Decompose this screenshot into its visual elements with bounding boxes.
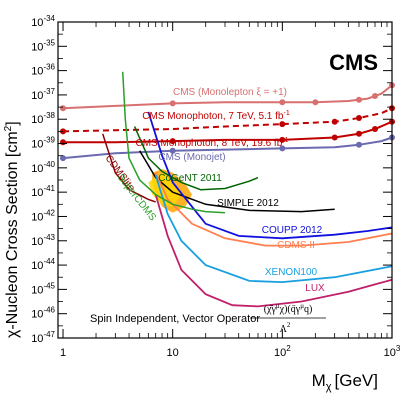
y-tick-label: 10-46 (31, 306, 55, 321)
cms-monophoton-8-tev-19-6-fb-marker (60, 139, 66, 146)
y-tick-label: 10-43 (31, 233, 55, 248)
cms-monolepton-1-marker (312, 99, 319, 106)
cms-monojet-marker (169, 147, 176, 154)
xenon100-label: XENON100 (265, 267, 318, 278)
operator-denominator: Λ2 (280, 321, 291, 335)
y-tick-label: 10-45 (31, 281, 55, 296)
x-axis-label: Mχ [GeV] (312, 371, 378, 393)
cms-monophoton-7-tev-5-1-fb-curve (62, 107, 393, 133)
cms-monolepton-1-marker (169, 100, 176, 107)
cms-monophoton-7-tev-5-1-fb-label: CMS Monophoton, 7 TeV, 5.1 fb-1 (142, 110, 290, 122)
x-tick-label: 102 (274, 344, 291, 359)
y-tick-label: 10-39 (31, 136, 55, 151)
y-tick-label: 10-36 (31, 63, 55, 78)
y-tick-label: 10-35 (31, 38, 55, 53)
cms-monophoton-7-tev-5-1-fb-marker (356, 115, 362, 121)
cms-monophoton-8-tev-19-6-fb-marker (169, 138, 176, 145)
cms-monophoton-7-tev-5-1-fb-marker (279, 121, 286, 128)
operator-numerator: (χ̄γμχ)(q̄γμq) (264, 302, 313, 315)
y-tick-label: 10-47 (31, 330, 55, 345)
operator-description: Spin Independent, Vector Operator (90, 313, 260, 325)
cms-monophoton-8-tev-19-6-fb-marker (279, 136, 286, 143)
x-tick-label: 10 (167, 347, 179, 359)
lux-label: LUX (305, 283, 325, 294)
cms-monolepton-1-marker (279, 99, 286, 106)
x-tick-label: 1 (60, 347, 66, 359)
cogent-2011-curve (133, 126, 259, 191)
coupp-2012-curve (147, 111, 393, 240)
simple-2012-label: SIMPLE 2012 (217, 198, 279, 209)
experiment-title: CMS (329, 50, 378, 75)
cms-monojet-marker (60, 155, 66, 162)
lux-curve (154, 194, 393, 308)
cms-monophoton-8-tev-19-6-fb-marker (331, 134, 338, 141)
y-tick-label: 10-34 (31, 14, 55, 29)
cms-monolepton-1-marker (60, 105, 66, 112)
operator-formula: (χ̄γμχ)(q̄γμq) Λ2 (250, 302, 326, 335)
cms-monolepton-1-marker (372, 93, 378, 99)
axis-ticks: 1 10 102 103 10-47 10-46 10-45 10-44 10-43 10-42 1… (31, 14, 401, 359)
y-tick-label: 10-42 (31, 208, 55, 223)
y-axis-label: χ-Nucleon Cross Section [cm2] (3, 121, 21, 338)
cms-monolepton-1-label: CMS (Monolepton ξ = +1) (173, 87, 287, 98)
cms-monophoton-8-tev-19-6-fb-marker (356, 130, 362, 137)
y-tick-label: 10-37 (31, 87, 55, 102)
cms-monojet-label: CMS (Monojet) (158, 152, 225, 163)
y-tick-label: 10-38 (31, 111, 55, 126)
cdmslite-curve (101, 133, 156, 203)
coupp-2012-label: COUPP 2012 (262, 225, 323, 236)
cms-monophoton-8-tev-19-6-fb-marker (372, 126, 378, 132)
y-tick-label: 10-41 (31, 184, 55, 199)
supercdms-curve (121, 71, 226, 214)
y-tick-label: 10-44 (31, 257, 55, 272)
cms-monolepton-1-marker (356, 96, 362, 103)
cms-monojet-marker (279, 145, 286, 152)
cdms-ii-label: CDMS II (277, 240, 315, 251)
x-tick-label: 103 (384, 344, 401, 359)
cms-monophoton-8-tev-19-6-fb-label: CMS Monophoton, 8 TeV, 19.6 fb-1 (135, 137, 288, 149)
y-tick-label: 10-40 (31, 160, 55, 175)
cms-monojet-marker (356, 141, 362, 148)
xenon100-curve (154, 174, 393, 284)
cms-monophoton-7-tev-5-1-fb-marker (331, 118, 338, 125)
cogent-2011-label: CoGeNT 2011 (158, 173, 222, 184)
